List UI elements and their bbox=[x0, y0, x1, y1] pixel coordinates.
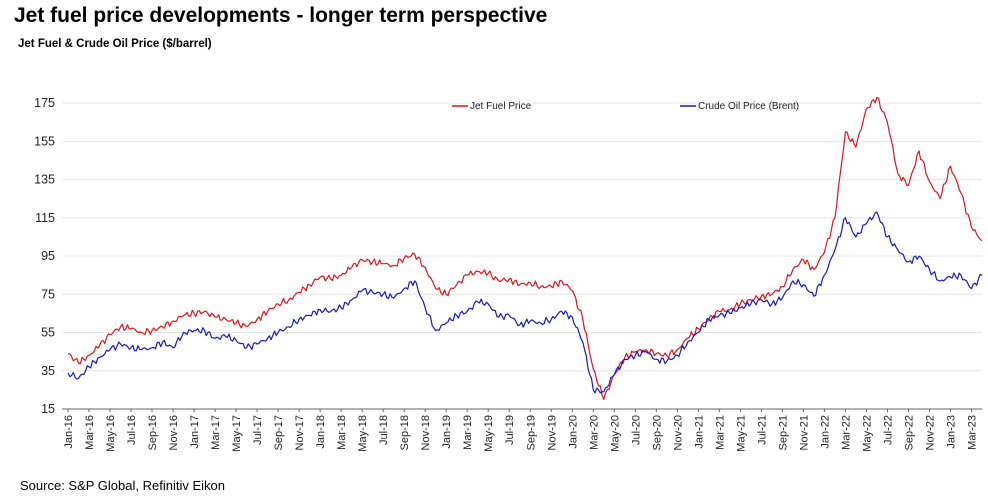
y-tick-label: 35 bbox=[41, 364, 55, 378]
x-tick-label: Sep-17 bbox=[273, 415, 285, 450]
x-tick-label: Sep-22 bbox=[903, 415, 915, 450]
legend-label: Crude Oil Price (Brent) bbox=[698, 101, 799, 112]
x-tick-label: May-16 bbox=[105, 415, 117, 452]
y-tick-label: 75 bbox=[41, 287, 55, 301]
y-tick-label: 155 bbox=[34, 134, 55, 148]
x-tick-label: Nov-20 bbox=[672, 415, 684, 450]
y-tick-label: 115 bbox=[35, 211, 55, 225]
x-tick-label: Jan-23 bbox=[945, 415, 957, 449]
x-tick-label: Jul-20 bbox=[630, 415, 642, 445]
x-tick-label: Jul-17 bbox=[252, 415, 264, 445]
x-tick-label: Jan-21 bbox=[693, 415, 705, 449]
x-tick-label: Mar-22 bbox=[840, 415, 852, 450]
y-axis: 15 35 55 75 95 115 135 155 175 bbox=[34, 96, 55, 416]
x-tick-label: Mar-18 bbox=[336, 415, 348, 450]
x-tick-label: Jan-18 bbox=[315, 415, 327, 449]
series-line-crude-oil-price-brent bbox=[67, 211, 983, 394]
x-tick-label: Sep-20 bbox=[651, 415, 663, 450]
x-tick-label: May-20 bbox=[609, 415, 621, 452]
series-line-jet-fuel-price bbox=[67, 96, 983, 400]
series-lines bbox=[67, 96, 983, 400]
x-tick-label: Nov-17 bbox=[294, 415, 306, 450]
x-tick-label: Jul-16 bbox=[126, 415, 138, 445]
x-tick-label: Jul-19 bbox=[504, 415, 516, 445]
x-tick-label: May-17 bbox=[231, 415, 243, 452]
x-tick-label: Jan-19 bbox=[441, 415, 453, 449]
y-tick-label: 55 bbox=[41, 326, 55, 340]
source-note: Source: S&P Global, Refinitiv Eikon bbox=[20, 478, 225, 493]
x-tick-label: May-19 bbox=[483, 415, 495, 452]
x-tick-label: Mar-19 bbox=[462, 415, 474, 450]
x-tick-label: Nov-22 bbox=[924, 415, 936, 450]
x-tick-label: Jul-18 bbox=[378, 415, 390, 445]
x-tick-label: Sep-21 bbox=[777, 415, 789, 450]
x-tick-label: May-21 bbox=[735, 415, 747, 452]
x-tick-label: Mar-17 bbox=[210, 415, 222, 450]
x-tick-label: May-18 bbox=[357, 415, 369, 452]
x-tick-label: May-22 bbox=[861, 415, 873, 452]
x-tick-label: Mar-23 bbox=[966, 415, 978, 450]
y-tick-label: 175 bbox=[34, 96, 55, 110]
x-tick-label: Sep-16 bbox=[147, 415, 159, 450]
x-tick-label: Nov-19 bbox=[546, 415, 558, 450]
x-tick-label: Nov-21 bbox=[798, 415, 810, 450]
x-tick-label: Nov-16 bbox=[168, 415, 180, 450]
x-tick-label: Nov-18 bbox=[420, 415, 432, 450]
legend: Jet Fuel Price Crude Oil Price (Brent) bbox=[452, 101, 799, 112]
x-tick-label: Jan-16 bbox=[63, 415, 75, 449]
y-tick-label: 95 bbox=[41, 249, 55, 263]
x-tick-label: Jul-21 bbox=[756, 415, 768, 445]
line-chart: 15 35 55 75 95 115 135 155 175 Jan-16 Mar-16 May-1… bbox=[34, 96, 983, 452]
chart-subtitle: Jet Fuel & Crude Oil Price ($/barrel) bbox=[18, 38, 212, 50]
x-tick-label: Mar-20 bbox=[588, 415, 600, 450]
x-tick-label: Sep-19 bbox=[525, 415, 537, 450]
x-tick-label: Jul-22 bbox=[882, 415, 894, 445]
x-axis: Jan-16 Mar-16 May-16 Jul-16 Sep-16 Nov-16 Jan-… bbox=[63, 409, 978, 452]
x-tick-label: Jan-17 bbox=[189, 415, 201, 449]
y-tick-label: 15 bbox=[41, 402, 55, 416]
x-tick-label: Jan-22 bbox=[819, 415, 831, 449]
legend-label: Jet Fuel Price bbox=[470, 101, 532, 112]
x-tick-label: Sep-18 bbox=[399, 415, 411, 450]
x-tick-label: Jan-20 bbox=[567, 415, 579, 449]
y-tick-label: 135 bbox=[34, 173, 55, 187]
x-tick-label: Mar-21 bbox=[714, 415, 726, 450]
chart-title: Jet fuel price developments - longer ter… bbox=[14, 4, 548, 27]
x-tick-label: Mar-16 bbox=[84, 415, 96, 450]
